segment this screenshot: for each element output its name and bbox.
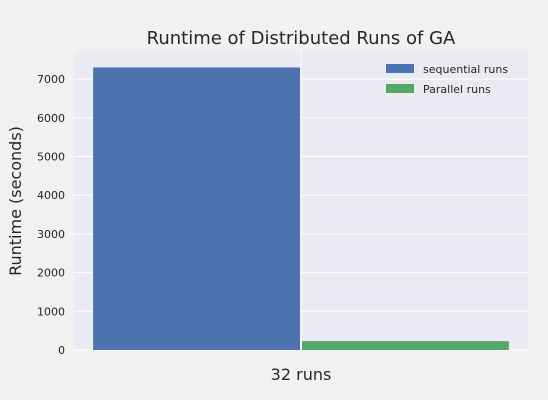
y-tick-label: 5000 (37, 150, 65, 163)
y-tick-label: 3000 (37, 228, 65, 241)
y-tick-label: 7000 (37, 73, 65, 86)
bar-sequential-runs (93, 67, 300, 350)
chart-title: Runtime of Distributed Runs of GA (147, 28, 456, 49)
y-tick-label: 0 (58, 344, 65, 357)
bars (93, 67, 509, 350)
y-tick-label: 2000 (37, 267, 65, 280)
legend-label: Parallel runs (423, 83, 491, 96)
legend-label: sequential runs (423, 63, 508, 76)
y-axis-ticks: 0 1000 2000 3000 4000 5000 6000 7000 (37, 73, 65, 357)
x-axis-label: 32 runs (271, 365, 332, 384)
legend-swatch (386, 84, 414, 93)
legend: sequential runs Parallel runs (386, 63, 508, 96)
y-tick-label: 1000 (37, 305, 65, 318)
bar-parallel-runs (302, 341, 509, 350)
legend-swatch (386, 64, 414, 73)
y-axis-label: Runtime (seconds) (6, 126, 25, 276)
y-tick-label: 4000 (37, 189, 65, 202)
y-tick-label: 6000 (37, 112, 65, 125)
